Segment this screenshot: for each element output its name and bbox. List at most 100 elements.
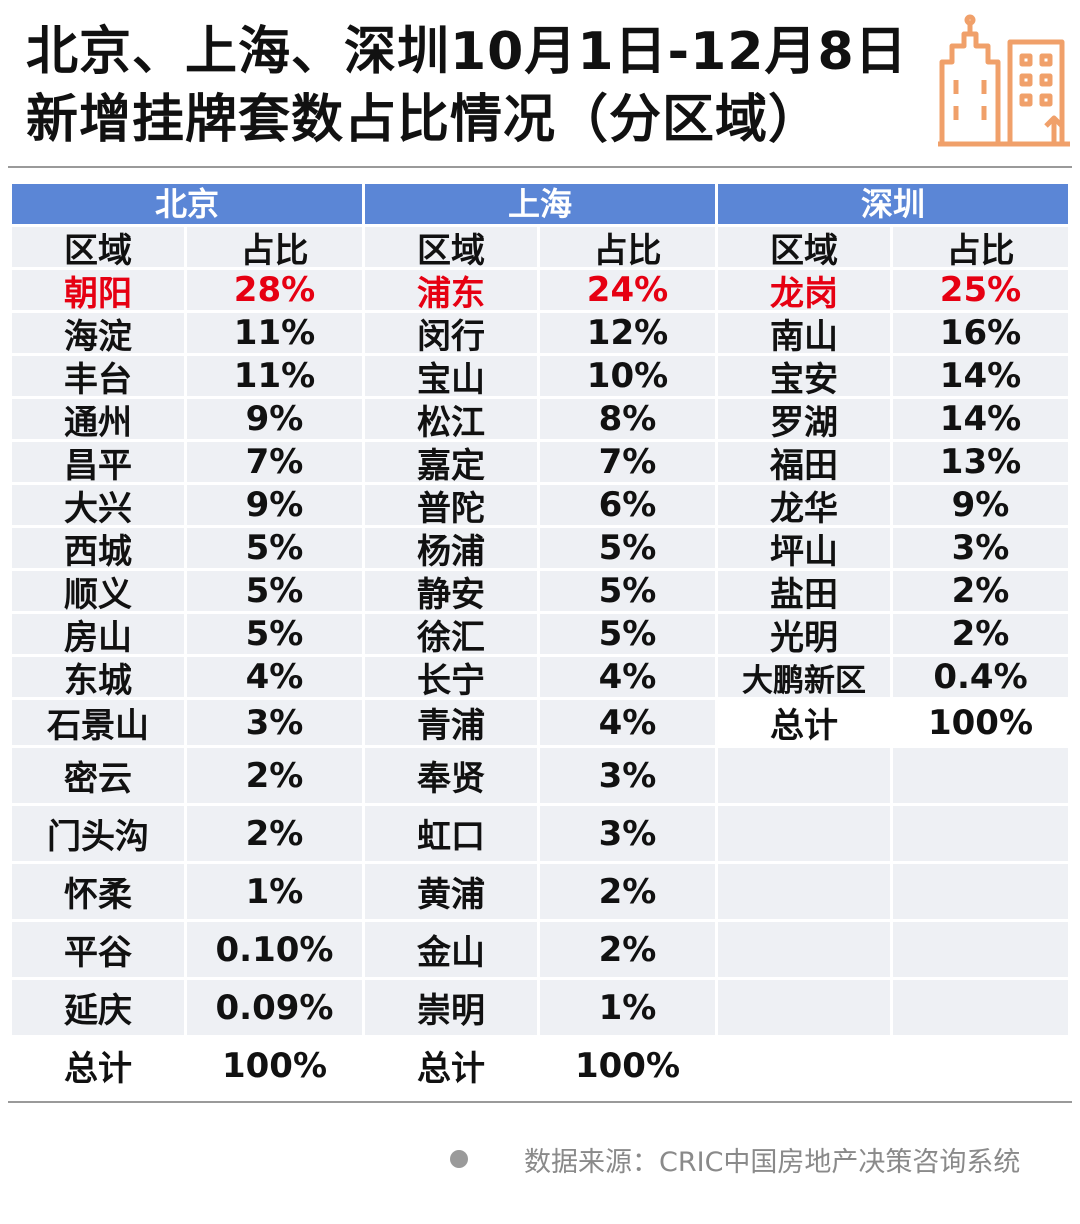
share-value: 6%: [540, 485, 715, 525]
buildings-icon: [938, 14, 1070, 147]
table-row: 大兴 9%: [12, 482, 362, 529]
city-header: 深圳: [718, 184, 1068, 224]
region-name: 光明: [718, 614, 890, 658]
region-column-label: 区域: [365, 227, 537, 271]
empty-cell: [893, 748, 1068, 803]
column-label-row: 区域 占比: [718, 224, 1068, 271]
table-row: 顺义 5%: [12, 568, 362, 615]
region-name: 奉贤: [365, 748, 537, 803]
region-name: 宝山: [365, 356, 537, 400]
share-value: 4%: [540, 657, 715, 697]
share-value: 13%: [893, 442, 1068, 482]
table-row: 南山 16%: [718, 310, 1068, 357]
share-value: 2%: [187, 806, 362, 861]
share-value: 3%: [893, 528, 1068, 568]
table-row: 龙华 9%: [718, 482, 1068, 529]
region-name: 闵行: [365, 313, 537, 357]
table-row: 福田 13%: [718, 439, 1068, 486]
table-row: 罗湖 14%: [718, 396, 1068, 443]
empty-cell: [893, 806, 1068, 861]
empty-row: [718, 803, 1068, 861]
table-row: 奉贤 3%: [365, 745, 715, 803]
table-row: 昌平 7%: [12, 439, 362, 486]
region-name: 龙岗: [718, 270, 890, 314]
share-value: 25%: [893, 270, 1068, 310]
table-row: 平谷 0.10%: [12, 919, 362, 977]
share-value: 9%: [893, 485, 1068, 525]
share-value: 28%: [187, 270, 362, 310]
city-header: 上海: [365, 184, 715, 224]
table-row: 坪山 3%: [718, 525, 1068, 572]
share-value: 3%: [540, 806, 715, 861]
table-row: 光明 2%: [718, 611, 1068, 658]
share-value: 10%: [540, 356, 715, 396]
region-name: 大兴: [12, 485, 184, 529]
table-row: 门头沟 2%: [12, 803, 362, 861]
table-row: 丰台 11%: [12, 353, 362, 400]
table-row: 杨浦 5%: [365, 525, 715, 572]
region-name: 浦东: [365, 270, 537, 314]
share-value: 7%: [540, 442, 715, 482]
share-value: 7%: [187, 442, 362, 482]
city-header: 北京: [12, 184, 362, 224]
city-table-0: 北京 区域 占比 朝阳 28% 海淀 11% 丰台 11% 通州 9% 昌平 7% 大兴 9% 西城 5% 顺义 5…: [12, 184, 362, 1093]
share-value: 8%: [540, 399, 715, 439]
share-value: 5%: [540, 571, 715, 611]
share-value: 3%: [540, 748, 715, 803]
share-value: 3%: [187, 700, 362, 745]
region-name: 龙华: [718, 485, 890, 529]
share-value: 2%: [893, 571, 1068, 611]
empty-cell: [718, 922, 890, 977]
share-value: 14%: [893, 399, 1068, 439]
city-table-1: 上海 区域 占比 浦东 24% 闵行 12% 宝山 10% 松江 8% 嘉定 7% 普陀 6% 杨浦 5% 静安 5…: [365, 184, 715, 1093]
table-row: 金山 2%: [365, 919, 715, 977]
share-value: 5%: [187, 528, 362, 568]
region-name: 房山: [12, 614, 184, 658]
table-row: 密云 2%: [12, 745, 362, 803]
share-value: 5%: [540, 528, 715, 568]
region-name: 长宁: [365, 657, 537, 701]
empty-row: [718, 977, 1068, 1035]
table-row: 崇明 1%: [365, 977, 715, 1035]
empty-cell: [893, 922, 1068, 977]
table-row: 浦东 24%: [365, 267, 715, 314]
table-row: 延庆 0.09%: [12, 977, 362, 1035]
share-value: 5%: [187, 571, 362, 611]
share-value: 2%: [893, 614, 1068, 654]
share-value: 1%: [187, 864, 362, 919]
share-value: 0.10%: [187, 922, 362, 977]
empty-cell: [718, 748, 890, 803]
region-name: 怀柔: [12, 864, 184, 919]
empty-cell: [893, 1038, 1068, 1093]
share-column-label: 占比: [187, 227, 362, 271]
total-row: 总计 100%: [12, 1035, 362, 1093]
share-value: 24%: [540, 270, 715, 310]
region-name: 顺义: [12, 571, 184, 615]
region-name: 罗湖: [718, 399, 890, 443]
empty-cell: [718, 806, 890, 861]
share-value: 9%: [187, 399, 362, 439]
share-value: 5%: [540, 614, 715, 654]
empty-row: [718, 1035, 1068, 1093]
table-row: 徐汇 5%: [365, 611, 715, 658]
region-name: 杨浦: [365, 528, 537, 572]
table-row: 青浦 4%: [365, 697, 715, 746]
region-name: 坪山: [718, 528, 890, 572]
share-value: 1%: [540, 980, 715, 1035]
region-name: 徐汇: [365, 614, 537, 658]
top-divider: [8, 166, 1072, 168]
table-row: 海淀 11%: [12, 310, 362, 357]
table-row: 房山 5%: [12, 611, 362, 658]
table-row: 普陀 6%: [365, 482, 715, 529]
region-name: 总计: [718, 700, 890, 746]
region-name: 朝阳: [12, 270, 184, 314]
table-row: 松江 8%: [365, 396, 715, 443]
empty-cell: [718, 1038, 890, 1093]
empty-cell: [893, 864, 1068, 919]
region-name: 黄浦: [365, 864, 537, 919]
region-column-label: 区域: [718, 227, 890, 271]
share-value: 11%: [187, 356, 362, 396]
district-share-table: 北京 区域 占比 朝阳 28% 海淀 11% 丰台 11% 通州 9% 昌平 7% 大兴 9% 西城 5% 顺义 5…: [12, 184, 1068, 1093]
table-row: 宝山 10%: [365, 353, 715, 400]
table-row: 大鹏新区 0.4%: [718, 654, 1068, 699]
